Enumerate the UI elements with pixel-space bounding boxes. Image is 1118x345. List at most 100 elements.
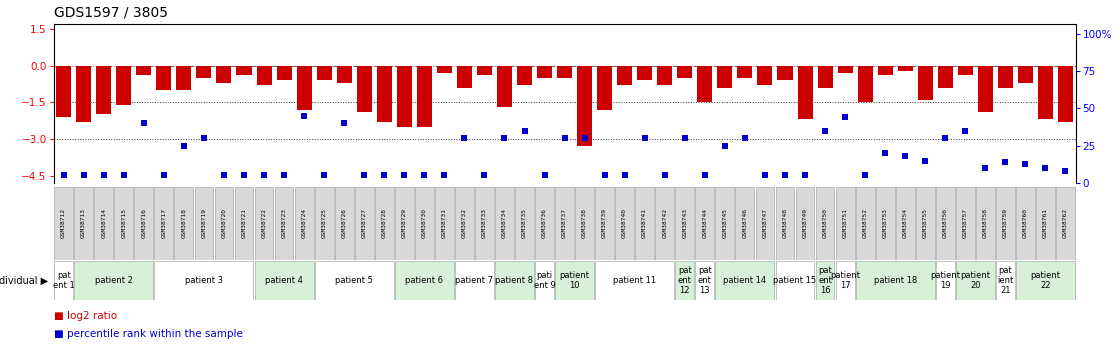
Text: patient
17: patient 17	[830, 271, 860, 290]
Bar	[55, 187, 73, 260]
Bar	[637, 66, 652, 80]
Point	[636, 136, 654, 141]
Bar	[515, 187, 534, 260]
Bar	[395, 187, 414, 260]
Point	[475, 172, 493, 178]
Bar	[956, 261, 995, 300]
Bar	[498, 66, 512, 107]
Text: GSM38719: GSM38719	[201, 208, 207, 238]
Point	[556, 136, 574, 141]
Point	[756, 172, 774, 178]
Bar	[177, 66, 191, 90]
Bar	[695, 187, 714, 260]
Bar	[916, 187, 935, 260]
Bar	[1057, 187, 1074, 260]
Bar	[837, 66, 853, 73]
Bar	[295, 187, 313, 260]
Point	[335, 121, 353, 126]
Bar	[114, 187, 133, 260]
Text: GSM38754: GSM38754	[902, 208, 908, 238]
Bar	[556, 187, 574, 260]
Bar	[256, 66, 272, 85]
Text: patient 6: patient 6	[406, 276, 444, 285]
Text: GSM38745: GSM38745	[722, 208, 728, 238]
Bar	[936, 261, 955, 300]
Text: GSM38721: GSM38721	[241, 208, 246, 238]
Point	[676, 136, 694, 141]
Point	[95, 172, 113, 178]
Text: GSM38733: GSM38733	[482, 208, 487, 238]
Bar	[1017, 66, 1033, 83]
Text: GSM38729: GSM38729	[401, 208, 407, 238]
Point	[235, 172, 253, 178]
Point	[897, 153, 915, 159]
Bar	[878, 66, 892, 76]
Text: patient 5: patient 5	[335, 276, 373, 285]
Text: GSM38738: GSM38738	[582, 208, 587, 238]
Bar	[675, 187, 694, 260]
Bar	[477, 66, 492, 76]
Text: GSM38748: GSM38748	[783, 208, 787, 238]
Text: GSM38746: GSM38746	[742, 208, 748, 238]
Bar	[796, 187, 814, 260]
Bar	[757, 66, 773, 85]
Text: GSM38715: GSM38715	[121, 208, 126, 238]
Bar	[215, 187, 234, 260]
Bar	[898, 66, 912, 70]
Point	[455, 136, 473, 141]
Text: GSM38735: GSM38735	[522, 208, 527, 238]
Bar	[978, 66, 993, 112]
Text: GSM38739: GSM38739	[603, 208, 607, 238]
Bar	[835, 187, 854, 260]
Bar	[635, 187, 654, 260]
Bar	[457, 66, 472, 88]
Bar	[698, 66, 712, 102]
Text: GSM38749: GSM38749	[803, 208, 807, 238]
Point	[937, 136, 955, 141]
Text: patient 3: patient 3	[184, 276, 222, 285]
Bar	[536, 187, 555, 260]
Bar	[776, 187, 795, 260]
Text: patient 11: patient 11	[613, 276, 656, 285]
Text: GSM38734: GSM38734	[502, 208, 506, 238]
Text: GSM38725: GSM38725	[322, 208, 326, 238]
Bar	[595, 187, 614, 260]
Text: patient 2: patient 2	[95, 276, 133, 285]
Bar	[556, 261, 594, 300]
Text: GSM38756: GSM38756	[942, 208, 948, 238]
Bar	[195, 187, 214, 260]
Text: GSM38742: GSM38742	[662, 208, 667, 238]
Text: GSM38762: GSM38762	[1063, 208, 1068, 238]
Bar	[276, 66, 292, 80]
Bar	[55, 261, 73, 300]
Text: GSM38758: GSM38758	[983, 208, 988, 238]
Text: GSM38753: GSM38753	[883, 208, 888, 238]
Bar	[575, 187, 594, 260]
Text: patient 4: patient 4	[265, 276, 303, 285]
Text: patient
22: patient 22	[1031, 271, 1061, 290]
Bar	[738, 66, 752, 78]
Point	[115, 172, 133, 178]
Bar	[716, 187, 735, 260]
Point	[976, 165, 994, 171]
Text: GSM38726: GSM38726	[342, 208, 347, 238]
Bar	[377, 66, 391, 122]
Bar	[1016, 261, 1074, 300]
Bar	[316, 66, 332, 80]
Bar	[395, 261, 454, 300]
Bar	[817, 66, 833, 88]
Point	[75, 172, 93, 178]
Bar	[455, 187, 474, 260]
Point	[656, 172, 674, 178]
Point	[816, 128, 834, 134]
Bar	[996, 187, 1015, 260]
Bar	[154, 187, 173, 260]
Bar	[275, 187, 294, 260]
Bar	[678, 66, 692, 78]
Text: GSM38724: GSM38724	[302, 208, 306, 238]
Point	[996, 159, 1014, 165]
Text: GSM38737: GSM38737	[562, 208, 567, 238]
Text: ■ log2 ratio: ■ log2 ratio	[54, 311, 116, 321]
Point	[356, 172, 373, 178]
Bar	[675, 261, 694, 300]
